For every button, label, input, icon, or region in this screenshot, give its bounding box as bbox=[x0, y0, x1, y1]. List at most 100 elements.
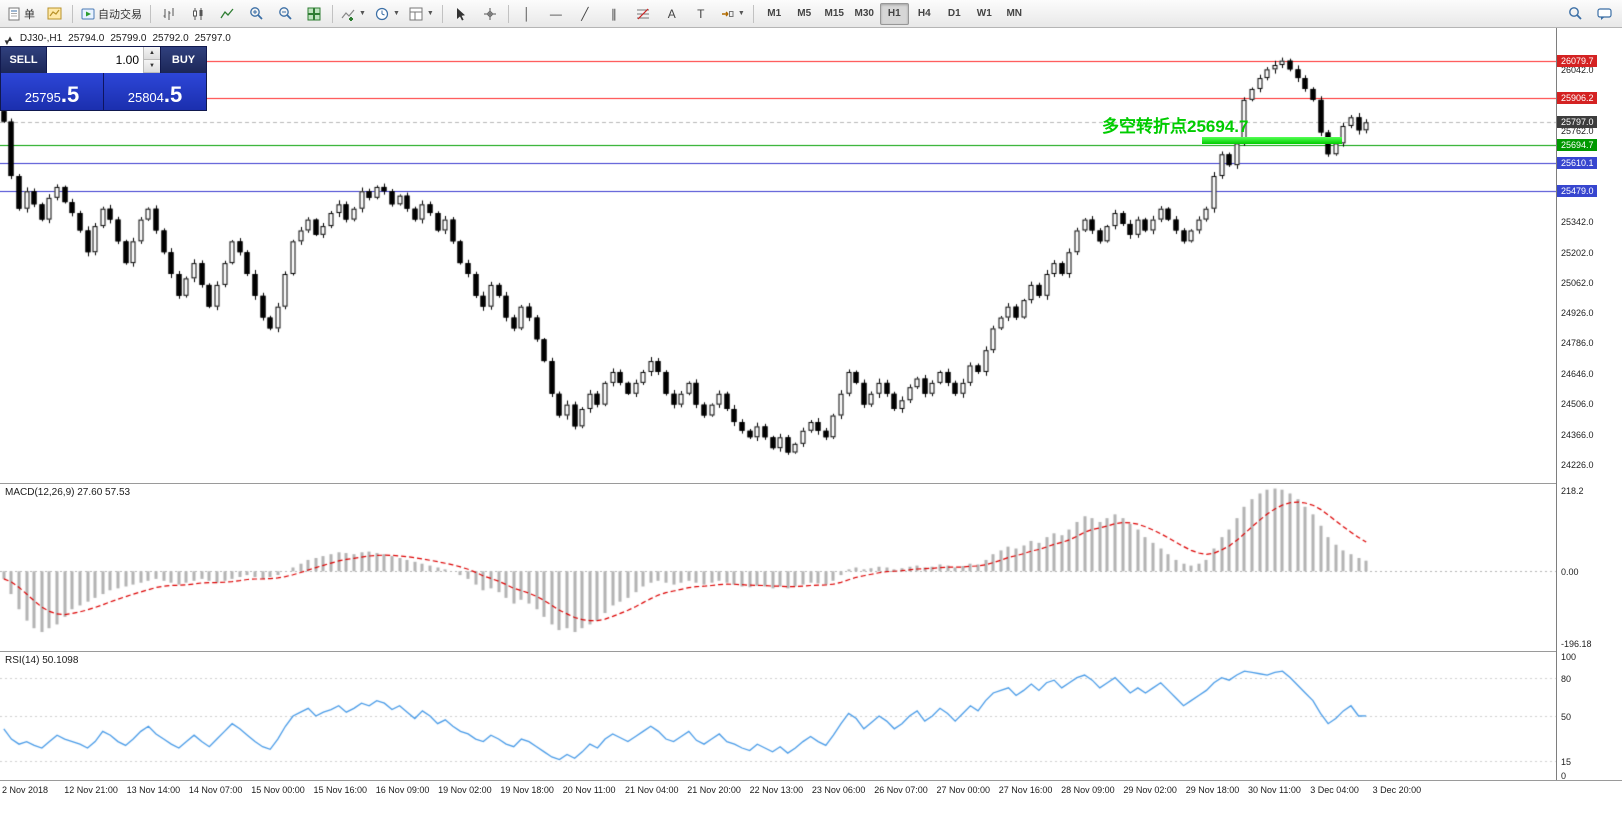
time-axis-label: 15 Nov 00:00 bbox=[251, 785, 305, 795]
cursor-icon bbox=[457, 7, 466, 20]
price-axis[interactable]: 26042.0 25762.0 25342.0 25202.0 25062.0 24926… bbox=[1556, 28, 1622, 781]
time-axis[interactable]: 2 Nov 2018 12 Nov 21:00 13 Nov 14:00 14 Nov… bbox=[0, 781, 1622, 823]
macd-axis-zero: 0.00 bbox=[1561, 567, 1579, 578]
toolbar-separator bbox=[752, 4, 754, 23]
bar-chart-mode-button[interactable] bbox=[155, 2, 183, 26]
time-axis-label: 15 Nov 16:00 bbox=[313, 785, 368, 795]
trade-panel-collapse-icon[interactable]: ▼ bbox=[3, 38, 11, 47]
channel-icon: ∥ bbox=[610, 6, 617, 21]
panel-separator bbox=[0, 780, 1622, 781]
label-tool-icon: T bbox=[697, 6, 705, 21]
panel-separator[interactable] bbox=[0, 651, 1622, 652]
indicators-button[interactable]: ▼ bbox=[337, 2, 370, 26]
time-axis-label: 29 Nov 02:00 bbox=[1123, 785, 1177, 795]
price-axis-tick: 24366.0 bbox=[1561, 429, 1594, 440]
time-axis-label: 13 Nov 14:00 bbox=[126, 785, 181, 795]
price-axis-tick: 25202.0 bbox=[1561, 247, 1594, 258]
time-axis-label: 2 Nov 2018 bbox=[2, 785, 49, 795]
macd-panel-canvas[interactable] bbox=[0, 484, 1556, 651]
price-axis-tick: 24506.0 bbox=[1561, 399, 1594, 410]
pivot-highlight-bar[interactable] bbox=[1202, 137, 1342, 144]
tile-windows-button[interactable] bbox=[300, 2, 328, 26]
time-axis-label: 3 Dec 04:00 bbox=[1310, 785, 1359, 795]
sell-button[interactable]: SELL bbox=[1, 47, 46, 73]
price-level-tag: 25906.2 bbox=[1557, 92, 1597, 105]
shapes-tool-button[interactable]: ▼ bbox=[716, 2, 749, 26]
time-axis-label: 16 Nov 09:00 bbox=[375, 785, 430, 795]
chevron-down-icon: ▼ bbox=[359, 10, 366, 17]
text-tool-icon: A bbox=[667, 6, 676, 21]
buy-price-button[interactable]: 25804 .5 bbox=[104, 73, 206, 110]
timeframe-button-M30[interactable]: M30 bbox=[854, 8, 874, 19]
volume-decrease-button[interactable]: ▼ bbox=[144, 60, 160, 73]
chat-icon bbox=[1596, 7, 1612, 20]
sell-price-button[interactable]: 25795 .5 bbox=[1, 73, 104, 110]
zoom-in-icon bbox=[249, 7, 263, 20]
time-axis-label: 29 Nov 18:00 bbox=[1185, 785, 1240, 795]
zoom-out-button[interactable] bbox=[271, 2, 299, 26]
timeframe-button-H4[interactable]: H4 bbox=[917, 8, 931, 19]
periods-button[interactable]: ▼ bbox=[371, 2, 404, 26]
time-axis-label: 28 Nov 09:00 bbox=[1061, 785, 1115, 795]
time-axis-label: 21 Nov 20:00 bbox=[687, 785, 741, 795]
timeframe-button-MN[interactable]: MN bbox=[1006, 8, 1023, 19]
vertical-line-icon: │ bbox=[523, 6, 531, 21]
chart-window-button[interactable] bbox=[40, 2, 68, 26]
search-button[interactable] bbox=[1561, 2, 1589, 26]
volume-increase-button[interactable]: ▲ bbox=[144, 47, 160, 60]
label-tool-button[interactable]: T bbox=[687, 2, 715, 26]
line-chart-icon bbox=[220, 8, 234, 18]
time-axis-label: 20 Nov 11:00 bbox=[562, 785, 616, 795]
line-chart-mode-button[interactable] bbox=[213, 2, 241, 26]
timeframe-button-W1[interactable]: W1 bbox=[976, 8, 992, 19]
chevron-down-icon: ▼ bbox=[392, 10, 400, 17]
candlestick-mode-button[interactable] bbox=[184, 2, 212, 26]
timeframe-button-H1[interactable]: H1 bbox=[879, 2, 909, 25]
cursor-button[interactable] bbox=[447, 2, 475, 26]
price-level-tag: 25610.1 bbox=[1557, 156, 1597, 169]
volume-input[interactable] bbox=[47, 47, 143, 73]
crosshair-button[interactable] bbox=[476, 2, 504, 26]
horizontal-line-tool-button[interactable]: — bbox=[542, 2, 570, 26]
channel-tool-button[interactable]: ∥ bbox=[600, 2, 628, 26]
chat-button[interactable] bbox=[1590, 2, 1618, 26]
trendline-tool-button[interactable]: ╱ bbox=[571, 2, 599, 26]
chart-window-icon bbox=[47, 7, 61, 20]
time-axis-label: 12 Nov 21:00 bbox=[64, 785, 118, 795]
price-level-tag: 25479.0 bbox=[1557, 185, 1597, 198]
new-order-label: 单 bbox=[24, 8, 35, 21]
rsi-panel-canvas[interactable] bbox=[0, 652, 1556, 780]
new-order-icon bbox=[8, 7, 20, 20]
rsi-axis-tick: 0 bbox=[1561, 771, 1567, 781]
timeframe-button-M1[interactable]: M1 bbox=[767, 8, 782, 19]
rsi-axis-tick: 15 bbox=[1561, 756, 1572, 767]
price-chart-canvas[interactable] bbox=[0, 28, 1556, 483]
macd-axis-max: 218.2 bbox=[1561, 486, 1584, 496]
templates-button[interactable]: ▼ bbox=[405, 2, 438, 26]
price-level-tag: 26079.7 bbox=[1557, 54, 1597, 67]
autotrading-button[interactable]: 自动交易 bbox=[77, 2, 146, 26]
price-axis-tick: 24226.0 bbox=[1561, 460, 1594, 471]
trendline-icon: ╱ bbox=[581, 6, 589, 21]
timeframe-button-M5[interactable]: M5 bbox=[797, 8, 812, 19]
timeframe-button-D1[interactable]: D1 bbox=[947, 8, 961, 19]
time-axis-label: 27 Nov 16:00 bbox=[998, 785, 1053, 795]
time-axis-label: 23 Nov 06:00 bbox=[811, 785, 866, 795]
text-tool-button[interactable]: A bbox=[658, 2, 686, 26]
buy-price-main: 25804 bbox=[127, 90, 164, 105]
time-axis-label: 14 Nov 07:00 bbox=[188, 785, 243, 795]
zoom-in-button[interactable] bbox=[242, 2, 270, 26]
crosshair-icon bbox=[483, 7, 496, 20]
buy-button[interactable]: BUY bbox=[161, 47, 206, 73]
price-axis-tick: 25342.0 bbox=[1561, 217, 1594, 228]
panel-separator[interactable] bbox=[0, 483, 1622, 484]
new-order-button[interactable]: 单 bbox=[4, 2, 39, 26]
pivot-annotation-text: 多空转折点25694.7 bbox=[1102, 117, 1249, 136]
buy-price-fraction: .5 bbox=[163, 82, 183, 107]
price-axis-tick: 24926.0 bbox=[1561, 307, 1594, 318]
vertical-line-tool-button[interactable]: │ bbox=[513, 2, 541, 26]
timeframe-button-M15[interactable]: M15 bbox=[824, 8, 844, 19]
time-axis-label: 30 Nov 11:00 bbox=[1248, 785, 1301, 795]
autotrading-label: 自动交易 bbox=[98, 8, 142, 21]
fibonacci-tool-button[interactable] bbox=[629, 2, 657, 26]
